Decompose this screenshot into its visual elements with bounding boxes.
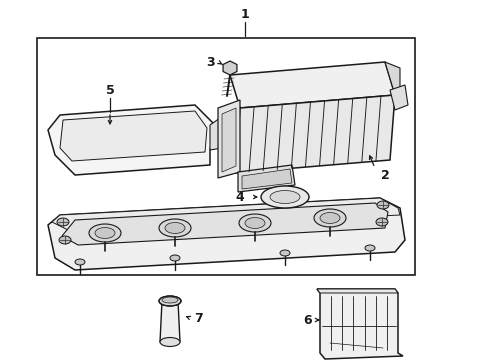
Ellipse shape bbox=[280, 250, 290, 256]
Polygon shape bbox=[317, 289, 398, 293]
Text: 5: 5 bbox=[106, 84, 114, 96]
Bar bbox=[37, 38, 415, 275]
Ellipse shape bbox=[245, 217, 265, 229]
Polygon shape bbox=[160, 301, 180, 342]
Text: 6: 6 bbox=[304, 314, 312, 327]
Ellipse shape bbox=[59, 236, 71, 244]
Polygon shape bbox=[222, 108, 236, 172]
Ellipse shape bbox=[89, 224, 121, 242]
Ellipse shape bbox=[162, 297, 178, 303]
Polygon shape bbox=[317, 289, 403, 359]
Polygon shape bbox=[210, 118, 222, 150]
Polygon shape bbox=[48, 105, 215, 175]
Polygon shape bbox=[235, 95, 395, 173]
Polygon shape bbox=[238, 165, 295, 192]
Ellipse shape bbox=[320, 212, 340, 224]
Ellipse shape bbox=[376, 218, 388, 226]
Ellipse shape bbox=[165, 222, 185, 234]
Ellipse shape bbox=[314, 209, 346, 227]
Ellipse shape bbox=[261, 186, 309, 208]
Ellipse shape bbox=[159, 219, 191, 237]
Polygon shape bbox=[242, 169, 292, 189]
Text: 3: 3 bbox=[206, 55, 214, 68]
Ellipse shape bbox=[75, 259, 85, 265]
Ellipse shape bbox=[377, 201, 389, 209]
Polygon shape bbox=[60, 111, 207, 161]
Ellipse shape bbox=[95, 228, 115, 239]
Ellipse shape bbox=[159, 296, 181, 306]
Ellipse shape bbox=[270, 190, 300, 203]
Ellipse shape bbox=[160, 338, 180, 346]
Ellipse shape bbox=[239, 214, 271, 232]
Polygon shape bbox=[52, 198, 400, 232]
Text: 2: 2 bbox=[381, 168, 390, 181]
Polygon shape bbox=[223, 61, 237, 75]
Text: 1: 1 bbox=[241, 8, 249, 21]
Polygon shape bbox=[385, 62, 400, 95]
Ellipse shape bbox=[170, 255, 180, 261]
Ellipse shape bbox=[57, 218, 69, 226]
Polygon shape bbox=[230, 62, 395, 108]
Polygon shape bbox=[218, 100, 240, 178]
Polygon shape bbox=[390, 85, 408, 110]
Ellipse shape bbox=[365, 245, 375, 251]
Text: 4: 4 bbox=[236, 190, 245, 203]
Polygon shape bbox=[62, 203, 388, 245]
Polygon shape bbox=[48, 198, 405, 270]
Text: 7: 7 bbox=[194, 311, 202, 324]
